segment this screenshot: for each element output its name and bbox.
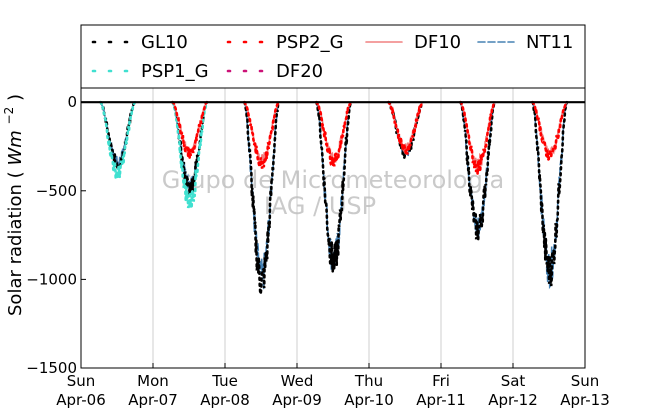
legend-label-df10: DF10 [414, 32, 461, 53]
x-tick-day: Mon [137, 372, 169, 390]
series-line-psp2-g [315, 100, 353, 170]
series-line-gl10 [243, 100, 281, 295]
legend-label-psp2-g: PSP2_G [276, 32, 344, 53]
legend: GL10 PSP1_G PSP2_G DF10 DF20 NT11 [80, 24, 586, 89]
x-tick-label: Apr-10 [344, 391, 394, 409]
watermark-line-1: Grupo de Micrometeorologia [162, 166, 504, 194]
series-line-gl10 [315, 100, 353, 272]
x-axis: SunApr-06MonApr-07TueApr-08WedApr-09ThuA… [56, 363, 610, 409]
grid-lines [152, 88, 514, 368]
y-tick-label: −1500 [26, 359, 77, 377]
y-axis-title-text: Solar radiation [5, 184, 26, 316]
x-tick-label: Apr-13 [560, 391, 610, 409]
legend-box [80, 24, 586, 89]
x-tick-label: Apr-12 [488, 391, 538, 409]
series-line-gl10 [459, 100, 497, 240]
x-tick-label: Apr-11 [416, 391, 466, 409]
series-line-psp2-g [387, 100, 425, 157]
series-line-psp2-g [459, 100, 497, 175]
x-tick-label: Apr-07 [128, 391, 178, 409]
x-tick-day: Fri [432, 372, 450, 390]
x-tick-day: Sun [67, 372, 96, 390]
watermark-line-2: IAG / USP [264, 192, 376, 220]
x-tick-day: Tue [211, 372, 238, 390]
watermark: Grupo de Micrometeorologia IAG / USP [162, 166, 504, 220]
series-line-psp2-g [171, 100, 209, 159]
x-tick-day: Wed [281, 372, 314, 390]
series-line-gl10 [531, 100, 569, 287]
legend-label-nt11: NT11 [526, 32, 573, 53]
series-line-psp2-g [243, 100, 281, 169]
series-layer [99, 100, 569, 295]
series-line-psp1-g [99, 100, 137, 179]
y-axis-unit-exponent: −2 [2, 107, 16, 125]
x-tick-day: Thu [354, 372, 383, 390]
series-line-psp2-g [531, 100, 569, 163]
x-tick-day: Sun [571, 372, 600, 390]
series-line-psp1-g [171, 100, 209, 209]
x-tick-day: Sat [501, 372, 526, 390]
legend-label-gl10: GL10 [141, 32, 188, 53]
y-axis-title: Solar radiation ( Wm −2 ) [0, 94, 26, 316]
y-tick-label: −500 [36, 182, 77, 200]
x-tick-label: Apr-06 [56, 391, 106, 409]
y-tick-label: 0 [67, 93, 77, 111]
y-axis-unit: Wm [5, 130, 26, 165]
plot-area [81, 88, 585, 368]
legend-label-psp1-g: PSP1_G [141, 61, 209, 82]
x-tick-label: Apr-08 [200, 391, 250, 409]
y-tick-label: −1000 [26, 270, 77, 288]
legend-label-df20: DF20 [276, 61, 323, 82]
x-tick-label: Apr-09 [272, 391, 322, 409]
y-axis: 0 −500 −1000 −1500 [26, 93, 86, 377]
